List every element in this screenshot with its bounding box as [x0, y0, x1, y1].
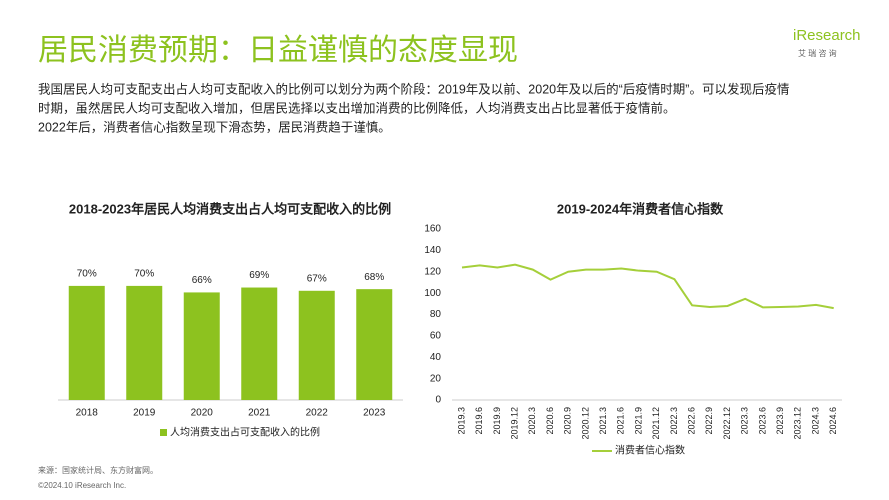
data-label: 70% — [77, 269, 97, 280]
description: 我国居民人均可支配支出占人均可支配收入的比例可以划分为两个阶段：2019年及以前… — [38, 81, 789, 96]
description: 时期，虽然居民人均可支配收入增加，但居民选择以支出增加消费的比例降低，人均消费支… — [38, 100, 676, 115]
legend-label: 人均消费支出占可支配收入的比例 — [170, 426, 320, 439]
x-tick-label: 2022 — [306, 408, 329, 419]
x-tick-label: 2019.12 — [509, 407, 519, 440]
x-tick-label: 2020.12 — [580, 407, 590, 440]
logo-sub: 艾 瑞 咨 询 — [798, 48, 837, 58]
chart-title: 2018-2023年居民人均消费支出占人均可支配收入的比例 — [69, 201, 391, 216]
x-tick-label: 2023.3 — [740, 407, 750, 435]
x-tick-label: 2022.12 — [722, 407, 732, 440]
y-tick-label: 160 — [424, 224, 441, 235]
bar — [298, 290, 335, 400]
y-tick-label: 120 — [424, 266, 441, 277]
x-tick-label: 2023 — [363, 408, 386, 419]
bar — [356, 289, 393, 400]
data-label: 69% — [249, 270, 269, 281]
x-tick-label: 2019 — [133, 408, 156, 419]
x-tick-label: 2022.3 — [669, 407, 679, 435]
chart-title: 2019-2024年消费者信心指数 — [557, 201, 724, 216]
x-tick-label: 2023.12 — [793, 407, 803, 440]
bar — [241, 287, 278, 400]
y-tick-label: 100 — [424, 288, 441, 299]
x-tick-label: 2020.3 — [527, 407, 537, 435]
legend-swatch — [160, 429, 167, 436]
x-tick-label: 2024.3 — [810, 407, 820, 435]
x-tick-label: 2021.6 — [616, 407, 626, 435]
x-tick-label: 2020.6 — [545, 407, 555, 435]
x-tick-label: 2019.6 — [474, 407, 484, 435]
x-tick-label: 2020.9 — [563, 407, 573, 435]
x-tick-label: 2019.9 — [492, 407, 502, 435]
bar — [126, 285, 163, 400]
bar — [68, 285, 105, 400]
x-tick-label: 2018 — [76, 408, 99, 419]
x-tick-label: 2023.6 — [757, 407, 767, 435]
bar — [183, 292, 220, 400]
data-label: 70% — [134, 269, 154, 280]
x-tick-label: 2022.9 — [704, 407, 714, 435]
x-tick-label: 2020 — [191, 408, 214, 419]
description: 2022年后，消费者信心指数呈现下滑态势，居民消费趋于谨慎。 — [38, 119, 391, 134]
y-tick-label: 0 — [435, 395, 441, 406]
x-tick-label: 2023.9 — [775, 407, 785, 435]
x-tick-label: 2021.3 — [598, 407, 608, 435]
data-label: 67% — [307, 273, 327, 284]
x-tick-label: 2021 — [248, 408, 271, 419]
y-tick-label: 40 — [430, 352, 442, 363]
x-tick-label: 2022.6 — [686, 407, 696, 435]
data-label: 68% — [364, 272, 384, 283]
line — [461, 263, 834, 310]
x-tick-label: 2024.6 — [828, 407, 838, 435]
logo: iResearch — [793, 27, 861, 44]
legend-label: 消费者信心指数 — [615, 444, 685, 457]
x-tick-label: 2021.12 — [651, 407, 661, 440]
y-tick-label: 80 — [430, 309, 442, 320]
source: 来源：国家统计局、东方财富网。 — [38, 465, 158, 475]
y-tick-label: 20 — [430, 373, 442, 384]
x-tick-label: 2021.9 — [633, 407, 643, 435]
y-tick-label: 140 — [424, 245, 441, 256]
data-label: 66% — [192, 275, 212, 286]
x-tick-label: 2019.3 — [456, 407, 466, 435]
y-tick-label: 60 — [430, 331, 442, 342]
copyright: ©2024.10 iResearch Inc. — [38, 481, 126, 490]
slide-title: 居民消费预期：日益谨慎的态度显现 — [38, 34, 518, 67]
